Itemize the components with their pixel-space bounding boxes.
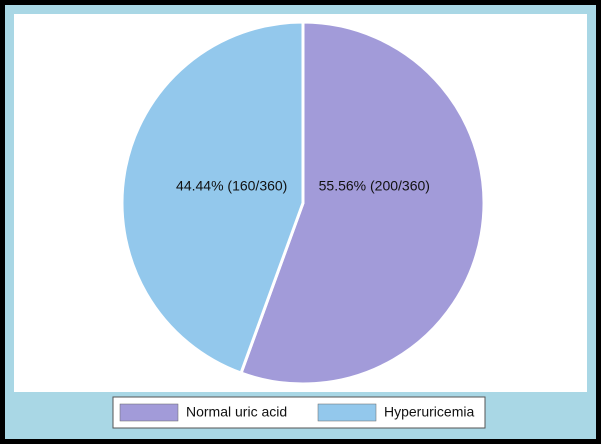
data-label: 44.44% (160/360) [176, 178, 287, 194]
pie-slice [239, 20, 486, 386]
legend-label: Normal uric acid [186, 404, 287, 420]
legend-label: Hyperuricemia [384, 404, 474, 420]
pie-slice [120, 20, 305, 375]
legend-swatch [119, 403, 179, 422]
legend-swatch [317, 403, 377, 422]
data-label: 55.56% (200/360) [319, 178, 430, 194]
